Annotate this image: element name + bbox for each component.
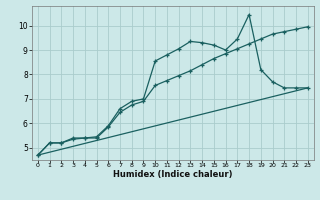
X-axis label: Humidex (Indice chaleur): Humidex (Indice chaleur) xyxy=(113,170,233,179)
